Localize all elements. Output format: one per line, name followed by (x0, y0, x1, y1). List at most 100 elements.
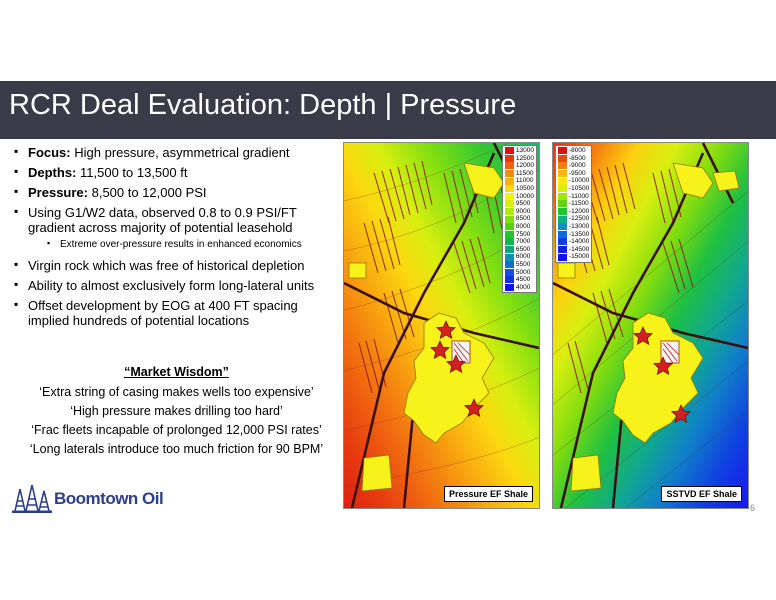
legend-swatch (504, 177, 514, 185)
legend-entry: 4000 (504, 283, 534, 292)
legend-value: -9000 (569, 162, 586, 170)
legend-swatch (504, 230, 514, 238)
pressure-text: 8,500 to 12,000 PSI (87, 185, 207, 200)
bullet-g1w2: Using G1/W2 data, observed 0.8 to 0.9 PS… (14, 204, 339, 235)
legend-value: 5000 (515, 268, 531, 276)
g1w2-line2: gradient across majority of potential le… (28, 220, 293, 235)
legend-swatch (558, 246, 567, 254)
legend-value: -8000 (569, 147, 586, 154)
legend-swatch (504, 208, 514, 216)
legend-value: 4500 (515, 276, 531, 284)
sstvd-map: -8000 -8500 -9000 -9500 -10000 -10500 -1… (552, 142, 749, 509)
legend-entry: 12000 (504, 162, 534, 170)
legend-value: -10500 (569, 184, 590, 192)
legend-value: -13000 (569, 222, 590, 230)
legend-swatch (558, 162, 567, 170)
legend-entry: 11000 (504, 177, 534, 185)
legend-swatch (504, 246, 514, 254)
legend-value: -12500 (569, 215, 590, 223)
legend-entry: -14500 (558, 246, 589, 254)
legend-value: 10000 (515, 192, 534, 200)
pressure-label: Pressure: (28, 185, 88, 200)
legend-value: 9000 (515, 207, 531, 215)
market-wisdom: “Market Wisdom” ‘Extra string of casing … (14, 365, 339, 461)
logo-text: Boomtown Oil (54, 489, 164, 508)
legend-swatch (558, 230, 567, 238)
legend-entry: -10000 (558, 177, 589, 185)
bullet-pressure: Pressure: 8,500 to 12,000 PSI (14, 184, 339, 200)
legend-entry: 13000 (504, 147, 534, 155)
legend-swatch (558, 192, 567, 200)
legend-swatch (558, 223, 567, 231)
legend-swatch (558, 170, 567, 178)
market-wisdom-quote: ‘Extra string of casing makes wells too … (39, 385, 314, 399)
legend-value: -11000 (569, 192, 589, 200)
market-wisdom-title: “Market Wisdom” (124, 365, 229, 379)
legend-swatch (504, 238, 514, 246)
legend-swatch (558, 208, 567, 216)
legend-value: 12000 (515, 162, 534, 170)
legend-value: 11500 (515, 169, 534, 177)
legend-entry: 7500 (504, 230, 534, 239)
legend-value: -14000 (569, 238, 590, 246)
g1w2-line1: Using G1/W2 data, observed 0.8 to 0.9 PS… (28, 205, 297, 220)
legend-swatch (558, 215, 567, 223)
sstvd-legend: -8000 -8500 -9000 -9500 -10000 -10500 -1… (555, 145, 593, 263)
legend-value: 7000 (515, 238, 531, 246)
legend-swatch (558, 253, 567, 261)
market-wisdom-quote: ‘Long laterals introduce too much fricti… (29, 442, 324, 456)
legend-value: 7500 (515, 230, 531, 238)
legend-swatch (558, 177, 567, 185)
legend-value: 8000 (515, 222, 531, 230)
legend-entry: -8000 (558, 147, 589, 155)
page-title: RCR Deal Evaluation: Depth | Pressure (9, 89, 517, 121)
legend-value: 8500 (515, 215, 531, 223)
legend-entry: -8500 (558, 155, 589, 163)
legend-value: 12500 (515, 154, 534, 162)
legend-entry: 9000 (504, 207, 534, 216)
legend-swatch (558, 147, 567, 155)
legend-swatch (504, 170, 514, 178)
legend-entry: 4500 (504, 276, 534, 284)
legend-value: 4000 (515, 283, 531, 291)
legend-entry: -13000 (558, 223, 589, 231)
legend-entry: -10500 (558, 185, 589, 193)
bullet-list: Focus: High pressure, asymmetrical gradi… (14, 144, 339, 333)
legend-swatch (504, 261, 514, 269)
legend-swatch (504, 283, 514, 291)
legend-entry: 10000 (504, 192, 534, 201)
depths-text: 11,500 to 13,500 ft (76, 165, 188, 180)
legend-value: 6500 (515, 245, 531, 253)
offset-line1: Offset development by EOG at 400 FT spac… (28, 298, 298, 313)
pressure-map-label: Pressure EF Shale (443, 486, 533, 502)
legend-entry: 11500 (504, 169, 534, 178)
legend-value: -15000 (569, 253, 590, 261)
legend-value: 10500 (515, 184, 534, 192)
legend-swatch (504, 192, 514, 200)
well-marker-icon (430, 320, 484, 418)
legend-entry: -14000 (558, 238, 589, 246)
legend-entry: 9500 (504, 200, 534, 208)
legend-entry: 5500 (504, 261, 534, 269)
legend-value: -11500 (569, 200, 589, 208)
legend-entry: -9000 (558, 162, 589, 170)
legend-swatch (504, 215, 514, 223)
legend-value: -14500 (569, 245, 590, 253)
derrick-icon (12, 484, 52, 513)
bullet-depths: Depths: 11,500 to 13,500 ft (14, 164, 339, 180)
well-marker-icon (633, 326, 691, 424)
legend-entry: -15000 (558, 253, 589, 261)
bullet-focus: Focus: High pressure, asymmetrical gradi… (14, 144, 339, 160)
legend-entry: 10500 (504, 184, 534, 193)
pressure-legend: 13000 12500 12000 11500 11000 10500 1000… (501, 145, 537, 294)
legend-entry: 8500 (504, 215, 534, 223)
bullet-offset: Offset development by EOG at 400 FT spac… (14, 297, 339, 328)
page-number: 6 (750, 503, 756, 513)
legend-value: 13000 (515, 147, 534, 154)
legend-swatch (558, 185, 567, 193)
legend-entry: -11500 (558, 200, 589, 208)
legend-value: 6000 (515, 253, 531, 261)
legend-entry: -12500 (558, 215, 589, 223)
legend-value: -8500 (569, 154, 586, 162)
bullet-long-lateral: Ability to almost exclusively form long-… (14, 277, 339, 293)
